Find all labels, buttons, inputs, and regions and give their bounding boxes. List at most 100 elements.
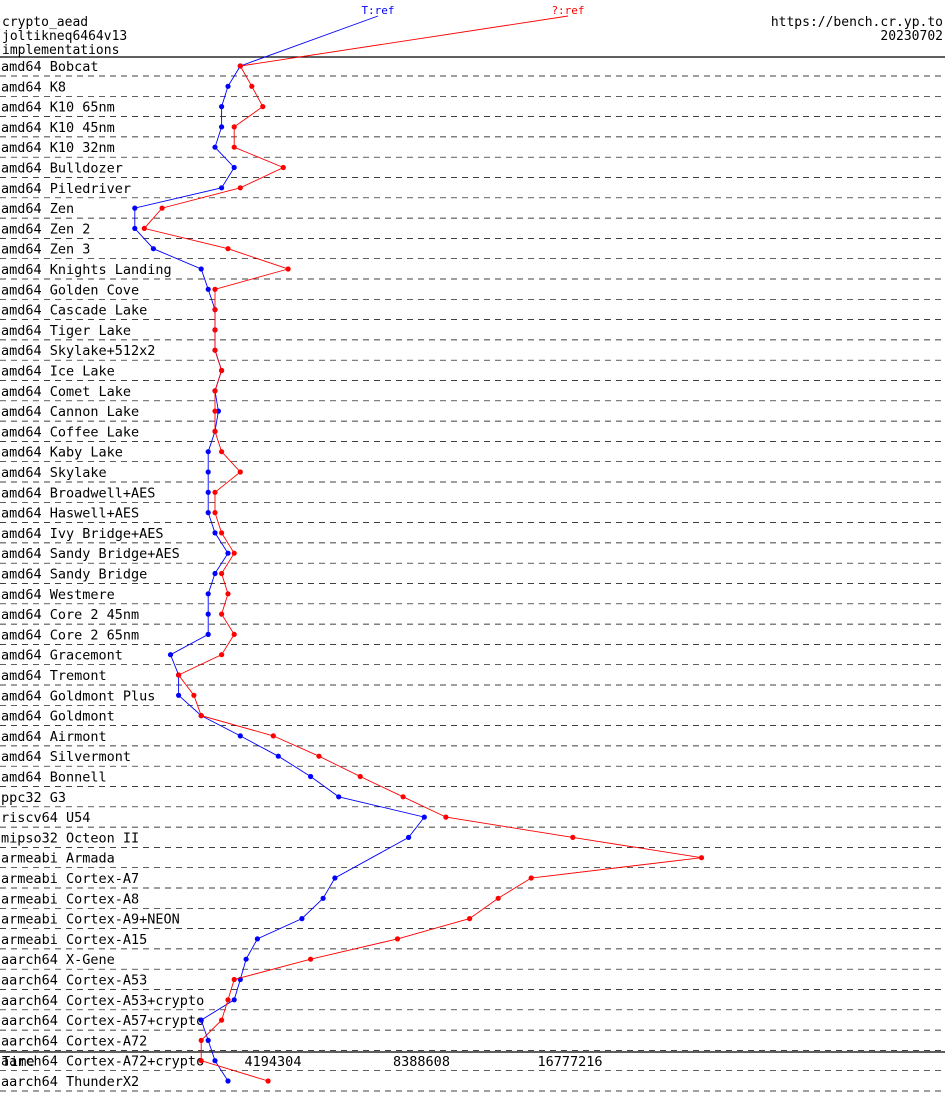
category-label: amd64 Ivy Bridge+AES [1, 526, 164, 542]
benchmark-date: 20230702 [880, 29, 943, 44]
data-point [231, 631, 237, 638]
data-point [176, 692, 182, 698]
category-label: amd64 Ice Lake [1, 364, 115, 380]
data-point [320, 895, 326, 901]
category-label: amd64 Comet Lake [1, 384, 131, 400]
data-point [231, 164, 237, 171]
data-point [212, 388, 218, 394]
category-label: aarch64 Cortex-A57+crypto [1, 1013, 204, 1029]
data-point [357, 773, 363, 780]
category-label: amd64 Bobcat [1, 59, 99, 75]
category-label: amd64 Cannon Lake [1, 404, 139, 420]
category-label: amd64 Coffee Lake [1, 424, 139, 440]
data-point [205, 591, 211, 597]
category-label: amd64 Broadwell+AES [1, 485, 155, 501]
data-point [212, 307, 218, 313]
data-point [141, 225, 147, 231]
data-point [219, 530, 225, 536]
category-label: amd64 Core 2 45nm [1, 607, 139, 623]
category-label: amd64 Goldmont Plus [1, 688, 155, 704]
data-point [225, 550, 231, 556]
data-point [219, 104, 225, 110]
category-label: amd64 Haswell+AES [1, 506, 139, 522]
data-point [205, 631, 211, 638]
category-label: armeabi Cortex-A9+NEON [1, 912, 180, 928]
category-label: aarch64 ThunderX2 [1, 1074, 139, 1090]
data-point [212, 428, 218, 434]
data-point [219, 570, 225, 577]
category-label: amd64 Bulldozer [1, 161, 123, 177]
data-point [205, 449, 211, 455]
series-label: T:ref [361, 4, 394, 17]
data-point [212, 530, 218, 536]
category-label: amd64 Goldmont [1, 709, 115, 725]
category-label: amd64 Airmont [1, 729, 107, 745]
category-label: amd64 Core 2 65nm [1, 627, 139, 643]
data-point [205, 1037, 211, 1043]
category-label: amd64 Skylake [1, 465, 107, 481]
data-point [260, 104, 266, 110]
data-point [231, 144, 237, 150]
data-point [698, 855, 705, 861]
primitive-name: joltikneq6464v13 [2, 29, 128, 44]
category-label: amd64 Knights Landing [1, 262, 172, 278]
category-label: amd64 Sandy Bridge+AES [1, 546, 180, 562]
category-label: amd64 Kaby Lake [1, 445, 123, 461]
data-point [191, 692, 197, 698]
data-point [231, 124, 237, 130]
x-tick-label: 16777216 [537, 1054, 602, 1070]
data-point [231, 976, 237, 983]
data-point [212, 570, 218, 577]
data-point [225, 246, 231, 252]
category-label: aarch64 Cortex-A53+crypto [1, 993, 204, 1009]
data-point [280, 164, 286, 171]
benchmark-name: crypto_aead [2, 15, 89, 30]
data-point [150, 246, 156, 252]
data-point [225, 83, 231, 89]
data-point [249, 83, 255, 89]
data-point [219, 449, 225, 455]
series-leader-line [240, 15, 379, 67]
data-point [205, 286, 211, 292]
data-point [225, 997, 231, 1003]
category-label: amd64 Tremont [1, 668, 107, 684]
category-label: amd64 K10 45nm [1, 120, 115, 136]
category-label: aarch64 Cortex-A72 [1, 1033, 147, 1049]
data-point [212, 489, 218, 495]
category-label: armeabi Armada [1, 851, 115, 867]
data-point [205, 509, 211, 516]
category-label: mipso32 Octeon II [1, 830, 139, 846]
data-point [270, 733, 276, 739]
category-label: amd64 Golden Cove [1, 282, 139, 298]
data-point [570, 834, 576, 841]
series-leader-line [240, 15, 569, 67]
category-label: armeabi Cortex-A8 [1, 891, 139, 907]
data-point [467, 916, 473, 922]
category-label: armeabi Cortex-A7 [1, 871, 139, 887]
data-point [421, 814, 427, 820]
x-tick-label: 4194304 [245, 1054, 302, 1070]
data-point [400, 794, 406, 800]
category-label: aarch64 X-Gene [1, 952, 115, 968]
data-point [285, 266, 291, 272]
data-point [332, 875, 338, 881]
data-point [198, 1058, 204, 1064]
data-point [167, 652, 174, 658]
data-point [159, 205, 165, 211]
data-point [219, 185, 225, 191]
data-point [225, 1078, 231, 1084]
series-label: ?:ref [551, 4, 584, 17]
data-point [132, 205, 138, 211]
data-point [212, 509, 218, 516]
data-point [205, 489, 211, 495]
category-label: amd64 Piledriver [1, 181, 131, 197]
data-point [265, 1078, 271, 1084]
data-point [212, 327, 218, 333]
data-point [212, 347, 218, 353]
data-point [308, 773, 314, 780]
category-label: amd64 Sandy Bridge [1, 567, 147, 583]
data-point [219, 652, 225, 658]
data-point [237, 185, 243, 191]
category-label: amd64 Silvermont [1, 749, 131, 765]
data-point [212, 286, 218, 292]
